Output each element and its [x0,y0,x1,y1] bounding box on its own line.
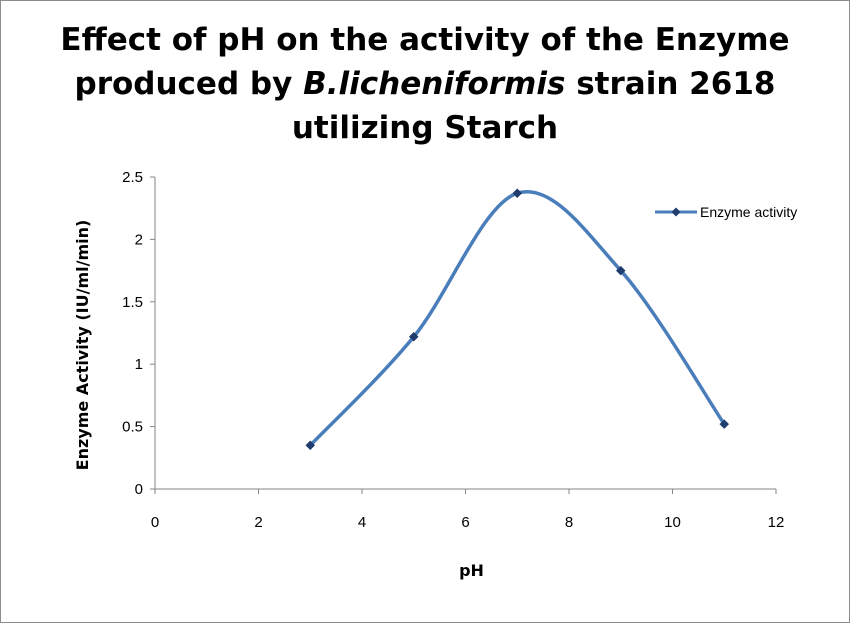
x-tick-label: 12 [768,514,785,531]
y-tick-label: 0.5 [122,419,143,436]
legend: Enzyme activity [655,204,797,220]
x-axis-ticks: 0 2 4 6 8 10 12 [151,489,785,531]
x-axis-title: pH [459,561,484,580]
x-tick-label: 2 [254,514,262,531]
x-tick-label: 0 [151,514,159,531]
y-tick-label: 2 [135,231,143,248]
chart-title-line-3: utilizing Starch [291,110,559,146]
chart-title-organism: B.licheniformis [303,66,566,102]
legend-marker-diamond [671,207,681,217]
data-point-marker [512,188,523,199]
y-axis-title: Enzyme Activity (IU/ml/min) [73,220,92,471]
y-tick-label: 1 [135,356,143,373]
legend-label: Enzyme activity [700,204,797,220]
y-tick-label: 1.5 [122,294,143,311]
x-tick-label: 10 [664,514,681,531]
chart-title-line-2: produced by B.licheniformis strain 2618 [0,62,850,106]
data-point-marker [408,331,419,342]
series-line [308,189,726,448]
chart-title: Effect of pH on the activity of the Enzy… [0,18,850,150]
x-tick-label: 8 [565,514,573,531]
chart-title-line-1: Effect of pH on the activity of the Enzy… [60,22,790,58]
y-axis-ticks: 0 0.5 1 1.5 2 2.5 [122,169,155,498]
y-tick-label: 2.5 [122,169,143,186]
x-tick-label: 4 [358,514,366,531]
series-layer [305,188,730,451]
y-tick-label: 0 [135,481,143,498]
chart-title-prefix: produced by [74,66,304,102]
x-tick-label: 6 [461,514,469,531]
data-point-marker [719,419,730,429]
chart-title-suffix: strain 2618 [565,66,776,102]
data-point-marker [615,265,626,276]
data-point-marker [305,440,316,451]
